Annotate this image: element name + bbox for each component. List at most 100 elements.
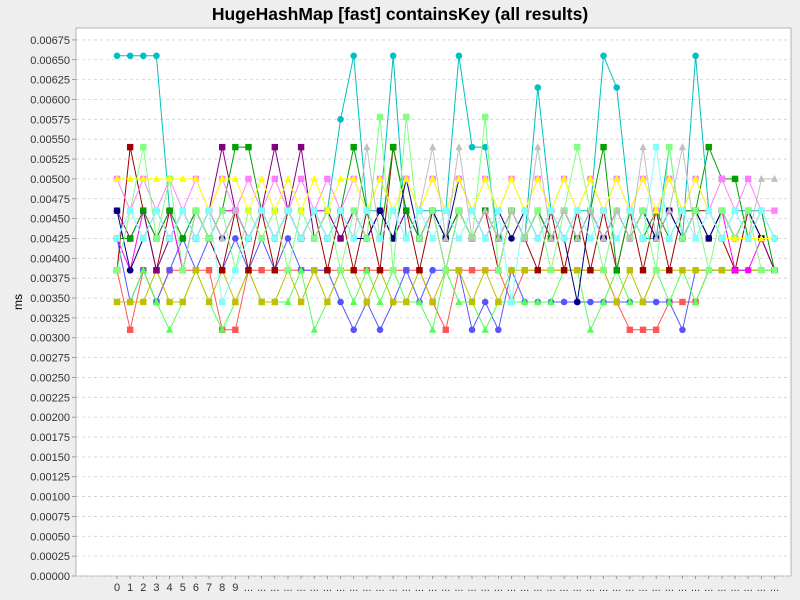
y-tick-label: 0.00250 <box>30 372 70 384</box>
data-point <box>692 298 700 305</box>
data-point <box>652 326 660 333</box>
x-tick-label: ... <box>323 582 332 594</box>
data-point <box>481 143 489 151</box>
data-point <box>389 52 397 60</box>
data-point <box>481 298 489 306</box>
y-tick-label: 0.00100 <box>30 492 70 504</box>
data-point <box>574 143 581 151</box>
data-point <box>692 235 699 242</box>
data-point <box>521 267 528 274</box>
data-point <box>600 52 607 60</box>
y-tick-label: 0.00050 <box>30 531 70 543</box>
x-tick-label: ... <box>270 582 279 594</box>
data-point <box>389 267 397 274</box>
data-point <box>126 326 134 333</box>
data-point <box>140 143 147 151</box>
data-point <box>692 174 700 182</box>
data-point <box>219 207 226 214</box>
data-point <box>455 235 463 242</box>
data-point <box>665 206 673 214</box>
data-point <box>126 266 134 274</box>
data-point <box>758 207 765 214</box>
data-point <box>113 298 121 306</box>
x-tick-label: ... <box>389 582 398 594</box>
x-tick-label: ... <box>757 582 766 594</box>
x-axis: 0 1 2 3 4 5 6 7 8 9..............................… <box>114 576 779 594</box>
data-point <box>152 298 161 305</box>
data-point <box>560 174 568 182</box>
data-point <box>547 267 555 274</box>
data-point <box>284 174 292 182</box>
data-point <box>218 234 226 242</box>
data-point <box>271 206 279 214</box>
data-point <box>205 207 213 214</box>
data-point <box>482 113 489 121</box>
chart-title: HugeHashMap [fast] containsKey (all resu… <box>212 4 588 24</box>
data-point <box>442 326 449 333</box>
data-point <box>481 206 489 214</box>
data-point <box>429 266 436 274</box>
data-point <box>113 207 121 214</box>
data-point <box>126 298 134 306</box>
data-point <box>297 235 305 242</box>
data-point <box>481 325 489 333</box>
data-point <box>600 207 607 214</box>
data-point <box>258 267 265 274</box>
x-tick-label: ... <box>612 582 621 594</box>
x-tick-label: ... <box>336 582 345 594</box>
data-point <box>718 267 726 274</box>
y-tick-label: 0.00075 <box>30 511 70 523</box>
data-point <box>153 267 160 274</box>
data-point <box>508 298 515 306</box>
data-point <box>626 326 634 333</box>
data-point <box>705 267 712 274</box>
data-point <box>113 235 121 242</box>
x-tick-label: ... <box>507 582 516 594</box>
data-point <box>495 267 502 274</box>
data-point <box>258 174 266 182</box>
data-point <box>350 326 358 334</box>
data-point <box>376 207 384 214</box>
data-point <box>679 298 686 306</box>
data-point <box>179 267 186 274</box>
data-point <box>152 174 161 182</box>
data-point <box>705 207 712 214</box>
data-point <box>679 326 686 334</box>
data-point <box>139 174 147 182</box>
x-tick-label: ... <box>638 582 647 594</box>
data-point <box>652 267 660 274</box>
data-point <box>258 298 265 306</box>
data-point <box>337 267 344 274</box>
data-point <box>113 174 121 182</box>
y-tick-label: 0.00000 <box>30 571 70 583</box>
x-tick-label: ... <box>652 582 661 594</box>
x-tick-label: ... <box>546 582 555 594</box>
data-point <box>350 207 357 214</box>
data-point <box>574 267 581 274</box>
x-tick-label: ... <box>744 582 753 594</box>
data-point <box>192 235 200 242</box>
data-point <box>508 235 515 242</box>
data-point <box>192 174 200 182</box>
data-point <box>757 174 765 182</box>
data-point <box>679 207 686 214</box>
x-tick-label: ... <box>494 582 503 594</box>
x-tick-label: ... <box>283 582 292 594</box>
data-point <box>231 174 239 182</box>
data-point <box>311 207 318 214</box>
y-tick-label: 0.00400 <box>30 253 70 265</box>
data-point <box>770 174 779 182</box>
x-tick-label: ... <box>402 582 411 594</box>
data-point <box>376 298 384 305</box>
data-point <box>126 52 134 60</box>
data-point <box>271 298 278 306</box>
data-point <box>232 143 239 151</box>
data-point <box>757 234 765 242</box>
x-tick-label: ... <box>520 582 529 594</box>
x-tick-label: ... <box>428 582 437 594</box>
data-point <box>731 175 739 183</box>
data-point <box>324 175 331 183</box>
data-point <box>745 175 752 183</box>
data-point <box>600 267 607 274</box>
